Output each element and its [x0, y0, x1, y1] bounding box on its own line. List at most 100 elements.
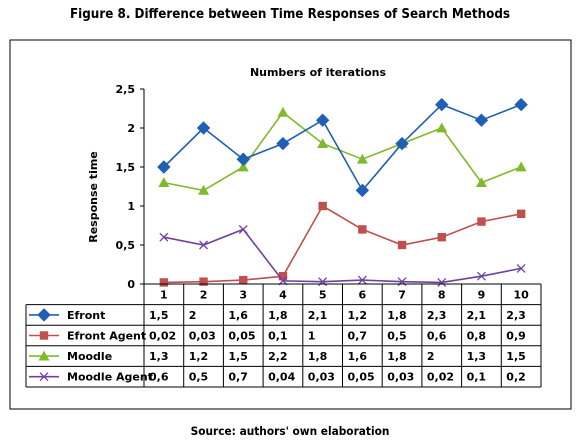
- data-label: 0,05: [228, 330, 255, 343]
- data-label: 1,5: [228, 350, 248, 363]
- series-line-moodle-agent: [163, 228, 522, 284]
- data-point: [436, 122, 448, 133]
- data-point: [516, 209, 526, 218]
- data-point: [237, 161, 249, 172]
- data-point: [239, 275, 248, 285]
- data-label: 0,02: [427, 371, 454, 384]
- data-label: 0,1: [467, 371, 487, 384]
- data-point: [157, 160, 171, 174]
- data-label: 1,8: [387, 309, 407, 322]
- marker-stroke: [437, 277, 447, 287]
- x-tick-label: 8: [438, 289, 446, 302]
- data-label: 2,1: [308, 309, 328, 322]
- data-label: 1,8: [387, 350, 407, 363]
- legend-series-name: Efront Agent: [67, 330, 146, 343]
- data-label: 0,1: [268, 330, 288, 343]
- data-label: 1,3: [467, 350, 487, 363]
- data-label: 2,2: [268, 350, 288, 363]
- data-point: [435, 97, 449, 112]
- x-tick-label: 5: [319, 289, 327, 302]
- data-label: 0,05: [348, 371, 375, 384]
- x-tick-label: 6: [359, 289, 367, 302]
- data-point: [159, 278, 169, 287]
- data-point: [516, 263, 526, 273]
- chart-title: Numbers of iterations: [250, 66, 387, 79]
- data-point: [238, 224, 248, 234]
- figure-title: Figure 8. Difference between Time Respon…: [69, 7, 511, 22]
- x-tick-label: 1: [160, 289, 168, 302]
- data-point: [514, 97, 528, 112]
- data-point: [474, 113, 489, 127]
- data-point: [199, 240, 209, 250]
- data-label: 0,6: [149, 371, 169, 384]
- data-point: [395, 136, 409, 151]
- plot-area: [157, 97, 528, 287]
- data-point: [318, 201, 327, 211]
- data-label: 1,8: [308, 350, 328, 363]
- data-label: 1,3: [149, 350, 169, 363]
- data-point: [475, 177, 487, 187]
- data-point: [437, 233, 446, 242]
- data-label: 0,6: [427, 330, 447, 343]
- x-tick-label: 9: [478, 289, 486, 302]
- y-tick-label: 0,5: [116, 239, 136, 252]
- y-tick-label: 1,5: [116, 161, 136, 174]
- y-tick-label: 2,5: [116, 83, 136, 96]
- data-label: 1,2: [189, 350, 209, 363]
- data-point: [198, 184, 210, 195]
- data-label: 0,03: [387, 371, 414, 384]
- data-label: 0,2: [506, 371, 526, 384]
- source-note: Source: authors' own elaboration: [190, 424, 390, 438]
- data-point: [199, 277, 208, 286]
- data-point: [315, 113, 330, 127]
- x-tick-label: 10: [513, 289, 529, 302]
- data-point: [477, 217, 486, 226]
- legend-key-marker: [37, 308, 51, 322]
- legend-key-marker: [39, 372, 49, 382]
- y-axis-label: Response time: [87, 151, 100, 243]
- legend-series-name: Moodle Agent: [67, 371, 153, 384]
- data-label: 1,5: [506, 350, 526, 363]
- y-tick-label: 1: [127, 200, 135, 213]
- marker-stroke: [476, 271, 486, 281]
- data-point: [158, 177, 170, 187]
- data-label: 0,03: [189, 330, 216, 343]
- marker-stroke: [516, 263, 526, 273]
- data-label: 2,3: [427, 309, 447, 322]
- data-label: 0,5: [189, 371, 209, 384]
- legend-key-marker: [39, 331, 49, 340]
- series-line-efront-agent: [163, 204, 522, 284]
- data-label: 0,04: [268, 371, 295, 384]
- data-label: 2,1: [467, 309, 487, 322]
- series-line-efront: [163, 103, 522, 192]
- data-point: [278, 272, 288, 281]
- series-line-moodle: [163, 111, 522, 192]
- data-point: [355, 183, 370, 198]
- data-label: 0,7: [348, 330, 368, 343]
- data-label: 0,5: [387, 330, 407, 343]
- data-point: [317, 138, 329, 148]
- data-point: [437, 277, 447, 287]
- data-point: [397, 240, 407, 250]
- x-tick-label: 4: [279, 289, 287, 302]
- data-label: 1,6: [228, 309, 248, 322]
- data-point: [159, 232, 169, 242]
- data-label: 0,8: [467, 330, 487, 343]
- data-table: 1 2 3 4 5 6 7 8 9 10 Efront 1,5 2 1,6 1,8 2,1 1,2 1,8 2,3 2…: [25, 283, 542, 388]
- data-point: [196, 121, 211, 135]
- data-label: 0,02: [149, 330, 176, 343]
- data-point: [358, 225, 367, 234]
- data-label: 1,5: [149, 309, 169, 322]
- data-point: [236, 152, 250, 166]
- data-label: 0,03: [308, 371, 335, 384]
- data-label: 2,3: [506, 309, 526, 322]
- marker-stroke: [199, 240, 209, 250]
- data-point: [515, 161, 527, 172]
- x-tick-label: 3: [239, 289, 247, 302]
- data-point: [277, 106, 289, 117]
- data-label: 2: [189, 309, 197, 322]
- data-label: 1,6: [348, 350, 368, 363]
- data-point: [476, 271, 486, 281]
- x-tick-label: 2: [200, 289, 208, 302]
- data-label: 2: [427, 350, 435, 363]
